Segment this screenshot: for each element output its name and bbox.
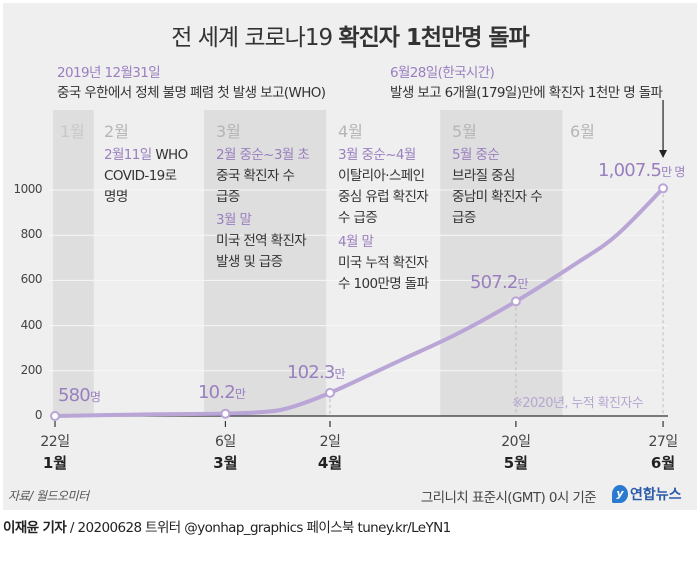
first-report-date: 2019년 12월31일 xyxy=(57,65,161,81)
x-tick-month: 5월 xyxy=(503,454,528,472)
data-label: 507.2만 xyxy=(470,272,529,293)
month-label-feb: 2월 xyxy=(104,122,129,141)
month-label-may: 5월 xyxy=(452,122,477,141)
infographic-panel xyxy=(3,3,697,510)
milestone-text: 발생 보고 6개월(179일)만에 확진자 1천만 명 돌파 xyxy=(390,85,663,101)
annotation-may: 5월 중순 브라질 중심 중남미 확진자 수 급증 xyxy=(452,145,543,229)
yonhap-logo-icon: y xyxy=(612,485,628,503)
annotation-head: 4월 말 xyxy=(338,234,374,250)
annotation-line: 급증 xyxy=(452,210,476,226)
title-regular: 전 세계 코로나19 xyxy=(171,25,339,51)
y-tick-label: 400 xyxy=(20,317,43,332)
milestone-date: 6월28일(한국시간) xyxy=(390,65,495,81)
annotation-line: 수 급증 xyxy=(338,210,378,226)
month-label-apr: 4월 xyxy=(338,122,363,141)
data-label-unit: 만 xyxy=(334,367,346,381)
month-band xyxy=(440,110,563,416)
annotation-line: 미국 누적 확진자 xyxy=(338,255,429,271)
annotation-line: 급증 xyxy=(216,189,240,205)
data-label: 1,007.5만 명 xyxy=(598,160,685,181)
data-point-marker xyxy=(658,183,669,194)
logo-text: 연합뉴스 xyxy=(630,487,682,503)
x-tick-month: 4월 xyxy=(317,454,343,472)
month-label-jan: 1월 xyxy=(60,122,85,141)
data-label-value: 10.2 xyxy=(198,382,236,403)
annotation-head: 2월11일 xyxy=(104,147,152,163)
credit-line: 이재윤 기자 / 20200628 트위터 @yonhap_graphics 페… xyxy=(3,516,451,536)
x-tick-day: 27일 xyxy=(648,434,678,450)
first-report-text: 중국 우한에서 정체 불명 폐렴 첫 발생 보고(WHO) xyxy=(57,85,326,101)
month-label-jun: 6월 xyxy=(570,122,595,141)
data-label: 580명 xyxy=(58,385,101,406)
data-label-unit: 만 xyxy=(517,277,529,291)
data-label: 10.2만 xyxy=(198,382,246,403)
title-bold: 확진자 1천만명 돌파 xyxy=(338,25,529,51)
data-label: 102.3만 xyxy=(287,362,346,383)
arrow-down-icon xyxy=(659,150,668,158)
data-point-marker xyxy=(220,408,231,419)
annotation-line: COVID-19로 xyxy=(104,168,177,184)
annotation-line: 중심 유럽 확진자 xyxy=(338,189,429,205)
x-tick-month: 1월 xyxy=(42,454,68,472)
annotation-line: 중국 확진자 수 xyxy=(216,168,295,184)
data-label-value: 1,007.5 xyxy=(598,160,662,181)
y-tick-label: 600 xyxy=(20,272,43,287)
data-label-value: 580 xyxy=(58,385,91,406)
annotation-head: 3월 말 xyxy=(216,212,252,228)
time-basis-text: 그리니치 표준시(GMT) 0시 기준 xyxy=(420,490,597,506)
data-point-marker xyxy=(510,296,521,307)
annotation-line: 이탈리아·스페인 xyxy=(338,168,425,184)
yonhap-logo: y 연합뉴스 xyxy=(612,484,682,504)
x-tick-day: 2일 xyxy=(319,434,341,450)
annotation-apr: 3월 중순~4월 이탈리아·스페인 중심 유럽 확진자 수 급증 4월 말 미국… xyxy=(338,145,429,295)
y-tick-label: 0 xyxy=(34,408,43,422)
x-tick-month: 6월 xyxy=(650,454,676,472)
y-tick-label: 800 xyxy=(20,227,43,242)
x-tick-day: 20일 xyxy=(501,434,531,450)
annotation-line: 수 100만명 돌파 xyxy=(338,276,429,292)
data-point-marker xyxy=(50,410,60,421)
source-text: 자료/ 월드오미터 xyxy=(8,489,89,503)
credit-details: / 20200628 트위터 @yonhap_graphics 페이스북 tun… xyxy=(66,520,451,536)
x-tick-day: 6일 xyxy=(215,434,236,450)
data-label-unit: 만 명 xyxy=(661,165,685,179)
annotation-line: 발생 및 급증 xyxy=(216,254,283,270)
y-tick-label: 200 xyxy=(20,362,43,377)
x-tick-day: 22일 xyxy=(40,434,70,450)
annotation-line: 명명 xyxy=(104,189,128,205)
data-label-value: 507.2 xyxy=(470,272,518,293)
month-band xyxy=(53,110,94,416)
annotation-line: 미국 전역 확진자 xyxy=(216,233,307,249)
data-label-unit: 명 xyxy=(89,390,101,404)
annotation-mar: 2월 중순~3월 초 중국 확진자 수 급증 3월 말 미국 전역 확진자 발생… xyxy=(216,145,310,273)
data-label-unit: 만 xyxy=(234,387,246,401)
month-band xyxy=(204,110,327,416)
annotation-head: 2월 중순~3월 초 xyxy=(216,147,310,163)
annotation-line: WHO xyxy=(155,147,188,163)
page-title: 전 세계 코로나19 확진자 1천만명 돌파 xyxy=(0,18,700,52)
data-point-marker xyxy=(324,387,335,398)
reporter-name: 이재윤 기자 xyxy=(3,520,67,536)
annotation-head: 3월 중순~4월 xyxy=(338,147,416,163)
x-tick-month: 3월 xyxy=(213,454,238,472)
annotation-feb: 2월11일 WHO COVID-19로 명명 xyxy=(104,145,188,208)
cases-line xyxy=(53,186,666,418)
month-label-mar: 3월 xyxy=(216,122,241,141)
annotation-line: 중남미 확진자 수 xyxy=(452,189,543,205)
annotation-head: 5월 중순 xyxy=(452,147,500,163)
y-tick-label: 1000 xyxy=(13,182,42,196)
data-label-value: 102.3 xyxy=(287,362,335,383)
chart-note: ※2020년, 누적 확진자수 xyxy=(512,396,644,411)
annotation-line: 브라질 중심 xyxy=(452,168,515,184)
